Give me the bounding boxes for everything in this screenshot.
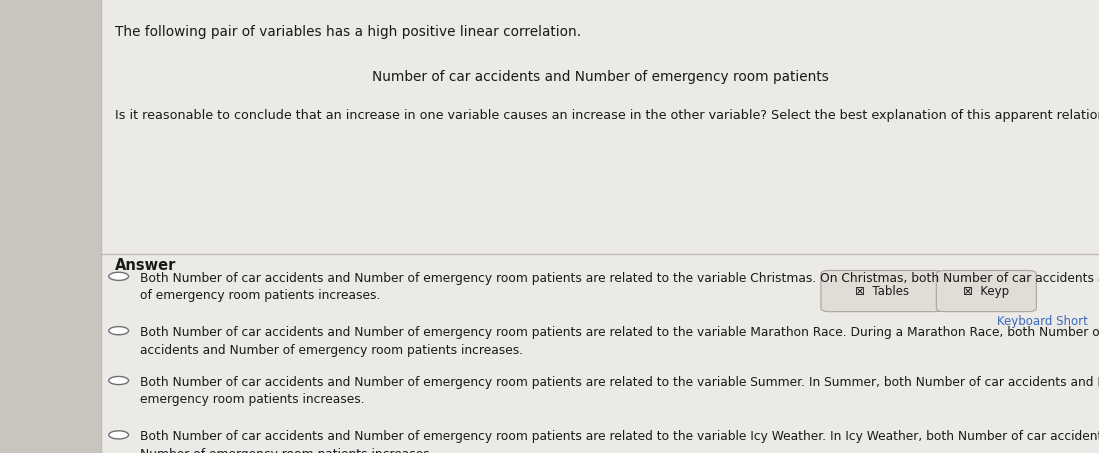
FancyBboxPatch shape	[0, 0, 101, 453]
Text: Answer: Answer	[115, 258, 177, 273]
Circle shape	[109, 327, 129, 335]
Text: ⊠  Tables: ⊠ Tables	[855, 284, 909, 298]
FancyBboxPatch shape	[821, 270, 943, 312]
Text: Is it reasonable to conclude that an increase in one variable causes an increase: Is it reasonable to conclude that an inc…	[115, 109, 1099, 122]
Circle shape	[109, 376, 129, 385]
Text: The following pair of variables has a high positive linear correlation.: The following pair of variables has a hi…	[115, 25, 581, 39]
Text: Both Number of car accidents and Number of emergency room patients are related t: Both Number of car accidents and Number …	[140, 326, 1099, 357]
Circle shape	[109, 431, 129, 439]
Circle shape	[109, 272, 129, 280]
Text: Both Number of car accidents and Number of emergency room patients are related t: Both Number of car accidents and Number …	[140, 272, 1099, 302]
FancyBboxPatch shape	[101, 0, 1099, 453]
Text: Number of car accidents and Number of emergency room patients: Number of car accidents and Number of em…	[371, 70, 829, 84]
Text: Both Number of car accidents and Number of emergency room patients are related t: Both Number of car accidents and Number …	[140, 376, 1099, 406]
Text: Both Number of car accidents and Number of emergency room patients are related t: Both Number of car accidents and Number …	[140, 430, 1099, 453]
FancyBboxPatch shape	[936, 270, 1036, 312]
Text: Keyboard Short: Keyboard Short	[997, 315, 1088, 328]
Text: ⊠  Keyp: ⊠ Keyp	[964, 284, 1009, 298]
